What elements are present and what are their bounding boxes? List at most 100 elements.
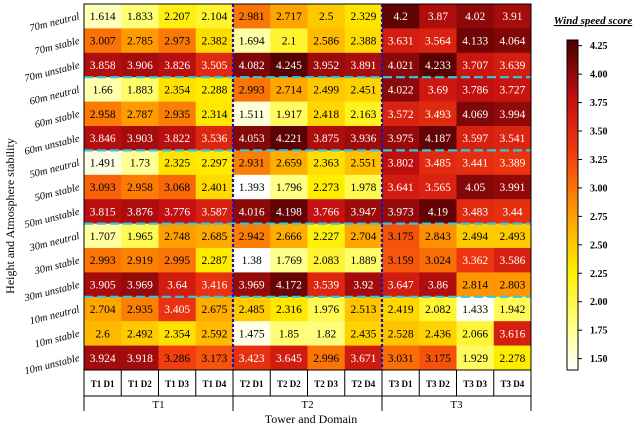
heatmap-cell [158, 126, 197, 151]
cell-value-label: 2.958 [127, 182, 153, 194]
heatmap-cell [158, 77, 197, 102]
cell-value-label: 3.539 [313, 280, 339, 292]
cell-value-label: 3.91 [502, 11, 522, 23]
heatmap-cell [456, 52, 495, 78]
cell-value-label: 4.069 [462, 109, 488, 121]
y-tick-label: 10m neutral [29, 304, 81, 327]
cell-value-label: 3.024 [425, 255, 451, 267]
heatmap-cell [270, 345, 308, 371]
cell-value-label: 3.362 [462, 255, 488, 267]
heatmap-cell [270, 150, 308, 176]
cell-value-label: 2.401 [201, 182, 227, 194]
heatmap-cell [195, 126, 234, 151]
cell-value-label: 2.418 [313, 109, 339, 121]
heatmap-cell [158, 52, 197, 78]
colorbar-tick-label: 2.25 [590, 269, 608, 280]
colorbar-tick-label: 2.50 [590, 240, 608, 251]
heatmap-cell [195, 321, 234, 346]
cell-value-label: 2.995 [164, 255, 190, 267]
heatmap-cell [382, 4, 420, 29]
cell-value-label: 2.981 [239, 11, 265, 23]
heatmap-cell [233, 272, 271, 298]
heatmap-cell [493, 101, 532, 127]
cell-value-label: 3.891 [350, 60, 376, 72]
heatmap-cell [84, 52, 122, 78]
heatmap-cell [195, 4, 234, 29]
cell-value-label: 2.325 [164, 158, 190, 170]
heatmap-cell [84, 223, 122, 249]
x-tick-label: T3 D4 [500, 379, 524, 389]
cell-value-label: 1.929 [462, 353, 488, 365]
heatmap-cell [419, 321, 457, 346]
cell-value-label: 1.889 [350, 255, 376, 267]
cell-value-label: 2.494 [462, 231, 488, 243]
cell-value-label: 3.536 [201, 133, 227, 145]
cell-value-label: 3.876 [127, 206, 153, 218]
cell-value-label: 2.787 [127, 109, 153, 121]
cell-value-label: 4.245 [276, 60, 302, 72]
heatmap-cell [121, 52, 159, 78]
heatmap-cell [493, 52, 532, 78]
cell-value-label: 2.492 [127, 328, 153, 340]
heatmap-cell [307, 321, 346, 346]
colorbar-tick-label: 1.50 [590, 354, 608, 365]
heatmap-cell [382, 77, 420, 102]
heatmap-cell [195, 52, 234, 78]
heatmap-cell [419, 272, 457, 298]
heatmap-cell [121, 150, 159, 176]
cell-value-label: 2.297 [201, 158, 227, 170]
cell-value-label: 2.354 [164, 84, 190, 96]
heatmap-cell [493, 345, 532, 371]
heatmap-cell [307, 345, 346, 371]
cell-value-label: 3.564 [425, 36, 451, 48]
heatmap-cell [493, 223, 532, 249]
cell-value-label: 3.92 [353, 280, 373, 292]
heatmap-cell [233, 223, 271, 249]
heatmap-cell [419, 345, 457, 371]
heatmap-cell [307, 77, 346, 102]
cell-value-label: 1.965 [127, 231, 153, 243]
heatmap-cell [195, 28, 234, 54]
heatmap-cell [195, 296, 234, 322]
cell-value-label: 3.441 [462, 158, 488, 170]
cell-value-label: 3.423 [239, 353, 265, 365]
colorbar-gradient [566, 39, 579, 371]
y-tick-label: 10m stable [34, 329, 81, 351]
cell-value-label: 3.727 [499, 84, 525, 96]
cell-value-label: 3.815 [90, 206, 116, 218]
y-tick-label: 50m unstable [23, 207, 81, 231]
heatmap-cell [307, 199, 346, 224]
cell-value-label: 1.917 [276, 109, 302, 121]
heatmap-cell [233, 126, 271, 151]
heatmap-cell [121, 296, 159, 322]
heatmap-cell [121, 345, 159, 371]
cell-value-label: 2.958 [90, 109, 116, 121]
heatmap-cell [121, 101, 159, 127]
heatmap-cell [493, 321, 532, 346]
cell-value-label: 2.717 [276, 11, 302, 23]
heatmap-cell [121, 126, 159, 151]
y-tick-label: 70m stable [34, 36, 81, 58]
heatmap-cell [382, 126, 420, 151]
cell-value-label: 3.645 [276, 353, 302, 365]
cell-value-label: 3.906 [127, 60, 153, 72]
heatmap-cell [419, 248, 457, 273]
cell-value-label: 4.05 [465, 182, 485, 194]
heatmap-cell [195, 272, 234, 298]
y-tick-label: 30m neutral [28, 231, 81, 254]
heatmap-cell [270, 248, 308, 273]
cell-value-label: 2.592 [201, 328, 227, 340]
cell-value-label: 3.093 [90, 182, 116, 194]
cell-value-label: 3.416 [201, 280, 227, 292]
heatmap-cell [233, 199, 271, 224]
heatmap-cell [307, 52, 346, 78]
cell-value-label: 3.159 [388, 255, 414, 267]
heatmap-cell [121, 248, 159, 273]
colorbar-tick-label: 3.50 [590, 127, 608, 138]
heatmap-cell [419, 101, 457, 127]
cell-value-label: 3.031 [388, 353, 414, 365]
x-tick-label: T3 D3 [463, 379, 487, 389]
heatmap-cell [158, 28, 197, 54]
cell-value-label: 3.639 [499, 60, 525, 72]
